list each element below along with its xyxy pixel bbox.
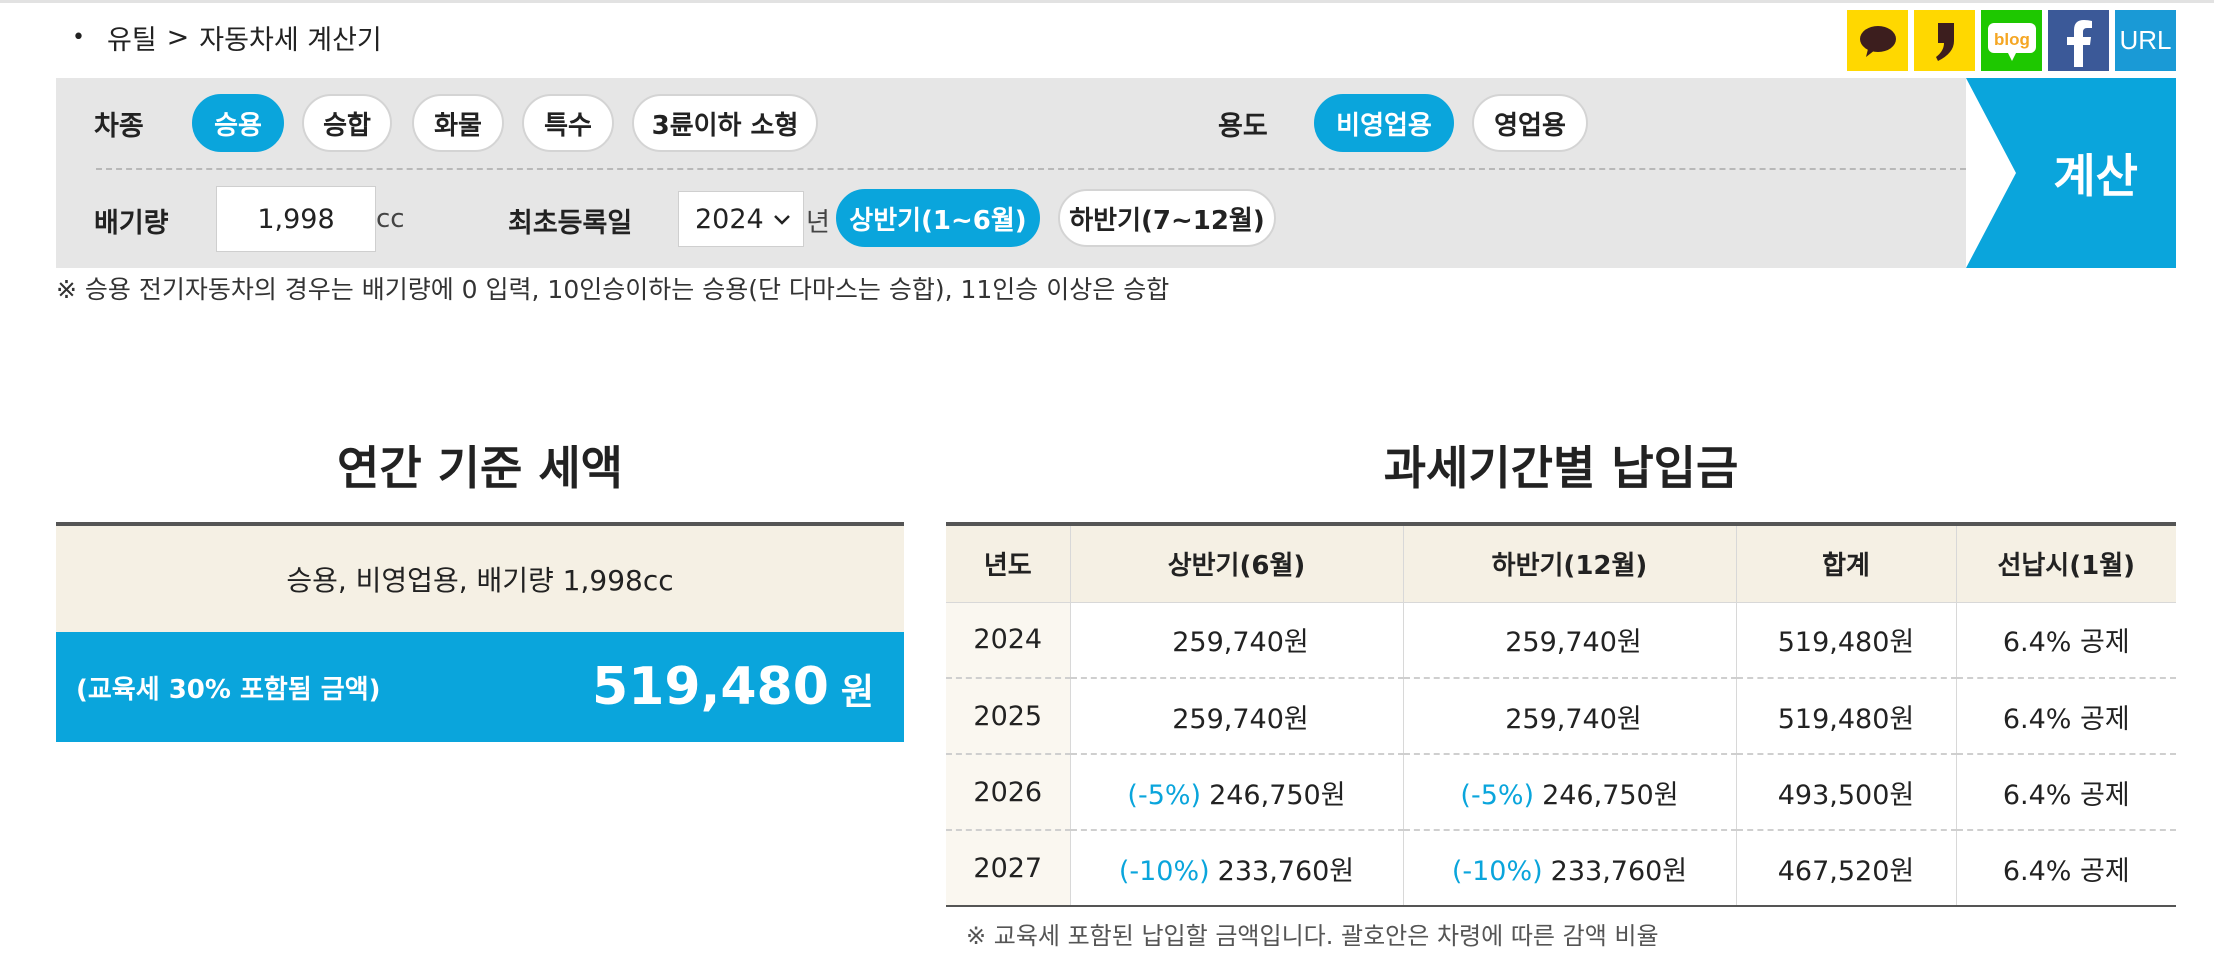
year-cell: 2026 [946,754,1071,831]
table-row: 2026 (-5%) 246,750원 (-5%) 246,750원 493,500… [946,754,2176,831]
column-header: 합계 [1735,522,1957,603]
table-row: 2025 259,740원 259,740원 519,480원 6.4% 공제 [946,678,2176,755]
row-divider [96,168,1966,170]
amount: 259,740원 [1172,703,1309,735]
annual-tax-currency: 원 [840,672,874,713]
kakaotalk-icon [1859,25,1896,57]
prepay-cell: 6.4% 공제 [1955,754,2176,831]
table-note: ※ 교육세 포함된 납입할 금액입니다. 괄호안은 차령에 따른 감액 비율 [966,922,1659,950]
prepay-cell: 6.4% 공제 [1955,830,2176,907]
second-half-cell: 259,740원 [1402,602,1737,679]
car-type-label: 차종 [94,111,144,142]
year-unit: 년 [806,208,830,238]
table-row: 2027 (-10%) 233,760원 (-10%) 233,760원 467,5… [946,830,2176,907]
displacement-unit: cc [376,204,405,234]
first-half-option[interactable]: 상반기(1~6월) [836,189,1040,247]
usage-option[interactable]: 영업용 [1472,94,1588,152]
amount: 233,760원 [1217,855,1355,887]
kakaostory-icon [1935,22,1954,61]
usage-option[interactable]: 비영업용 [1314,94,1454,152]
car-type-option[interactable]: 승합 [302,94,392,152]
year-cell: 2024 [946,602,1071,679]
amount: 259,740원 [1172,627,1309,659]
kakaostory-share-button[interactable] [1914,10,1975,71]
annual-tax-amount: 519,480 [592,657,829,717]
calculate-label: 계산 [2053,149,2138,203]
first-half-cell: 259,740원 [1069,602,1404,679]
discount-rate: (-10%) [1118,855,1210,887]
amount: 259,740원 [1505,703,1642,735]
year-select-value: 2024 [695,203,764,235]
annual-tax-summary: 승용, 비영업용, 배기량 1,998cc [56,522,904,632]
chevron-down-icon [774,215,790,225]
breadcrumb: • 유틸 > 자동차세 계산기 [72,18,382,57]
blog-icon: blog [1987,22,2036,61]
prepay-cell: 6.4% 공제 [1955,602,2176,679]
car-type-option[interactable]: 3륜이하 소형 [632,94,818,152]
usage-label: 용도 [1218,111,1268,142]
discount-rate: (-10%) [1451,855,1543,887]
column-header: 상반기(6월) [1069,522,1404,603]
blog-share-button[interactable]: blog [1981,10,2042,71]
annual-tax-amount-group: 519,480 원 [592,657,874,717]
second-half-option[interactable]: 하반기(7~12월) [1058,189,1276,247]
second-half-cell: 259,740원 [1402,678,1737,755]
year-cell: 2027 [946,830,1071,907]
prepay-cell: 6.4% 공제 [1955,678,2176,755]
annual-tax-title: 연간 기준 세액 [337,441,623,495]
first-half-cell: (-10%) 233,760원 [1069,830,1404,907]
total-cell: 467,520원 [1735,830,1957,907]
amount: 246,750원 [1542,779,1679,811]
year-cell: 2025 [946,678,1071,755]
car-type-option[interactable]: 화물 [412,94,504,152]
breadcrumb-bullet: • [72,25,85,50]
car-type-option[interactable]: 승용 [192,94,284,152]
breadcrumb-current: 자동차세 계산기 [199,25,382,56]
annual-tax-sub-label: (교육세 30% 포함됨 금액) [76,674,381,705]
total-cell: 519,480원 [1735,678,1957,755]
amount: 233,760원 [1550,855,1688,887]
column-header: 하반기(12월) [1402,522,1737,603]
breadcrumb-separator: > [166,22,190,53]
car-type-option[interactable]: 특수 [522,94,614,152]
url-copy-button[interactable]: URL [2115,10,2176,71]
svg-text:blog: blog [1994,30,2030,49]
calculate-button[interactable]: 계산 [1966,78,2176,268]
amount: 259,740원 [1505,627,1642,659]
annual-tax-result: (교육세 30% 포함됨 금액) 519,480 원 [56,632,904,742]
input-note: ※ 승용 전기자동차의 경우는 배기량에 0 입력, 10인승이하는 승용(단 … [56,275,1170,304]
year-select[interactable]: 2024 [678,191,804,247]
first-registration-label: 최초등록일 [508,208,633,239]
total-cell: 519,480원 [1735,602,1957,679]
table-row: 2024 259,740원 259,740원 519,480원 6.4% 공제 [946,602,2176,679]
column-header: 선납시(1월) [1955,522,2176,603]
period-payment-table: 년도 상반기(6월) 하반기(12월) 합계 선납시(1월) 2024 259,… [946,522,2176,907]
first-half-cell: (-5%) 246,750원 [1069,754,1404,831]
displacement-label: 배기량 [94,208,169,239]
kakaotalk-share-button[interactable] [1847,10,1908,71]
amount: 246,750원 [1209,779,1346,811]
calculate-button-shape [1966,78,2176,268]
facebook-icon [2066,19,2092,67]
second-half-cell: (-5%) 246,750원 [1402,754,1737,831]
annual-tax-box: 승용, 비영업용, 배기량 1,998cc (교육세 30% 포함됨 금액) 5… [56,522,904,742]
table-header-row: 년도 상반기(6월) 하반기(12월) 합계 선납시(1월) [946,522,2176,603]
total-cell: 493,500원 [1735,754,1957,831]
share-bar: blog URL [1847,10,2176,71]
second-half-cell: (-10%) 233,760원 [1402,830,1737,907]
period-payment-title: 과세기간별 납입금 [1383,441,1739,495]
facebook-share-button[interactable] [2048,10,2109,71]
discount-rate: (-5%) [1460,779,1535,811]
top-border [0,0,2214,3]
column-header: 년도 [946,522,1071,603]
discount-rate: (-5%) [1127,779,1202,811]
displacement-input[interactable] [216,186,376,252]
first-half-cell: 259,740원 [1069,678,1404,755]
breadcrumb-home[interactable]: 유틸 [106,25,157,56]
